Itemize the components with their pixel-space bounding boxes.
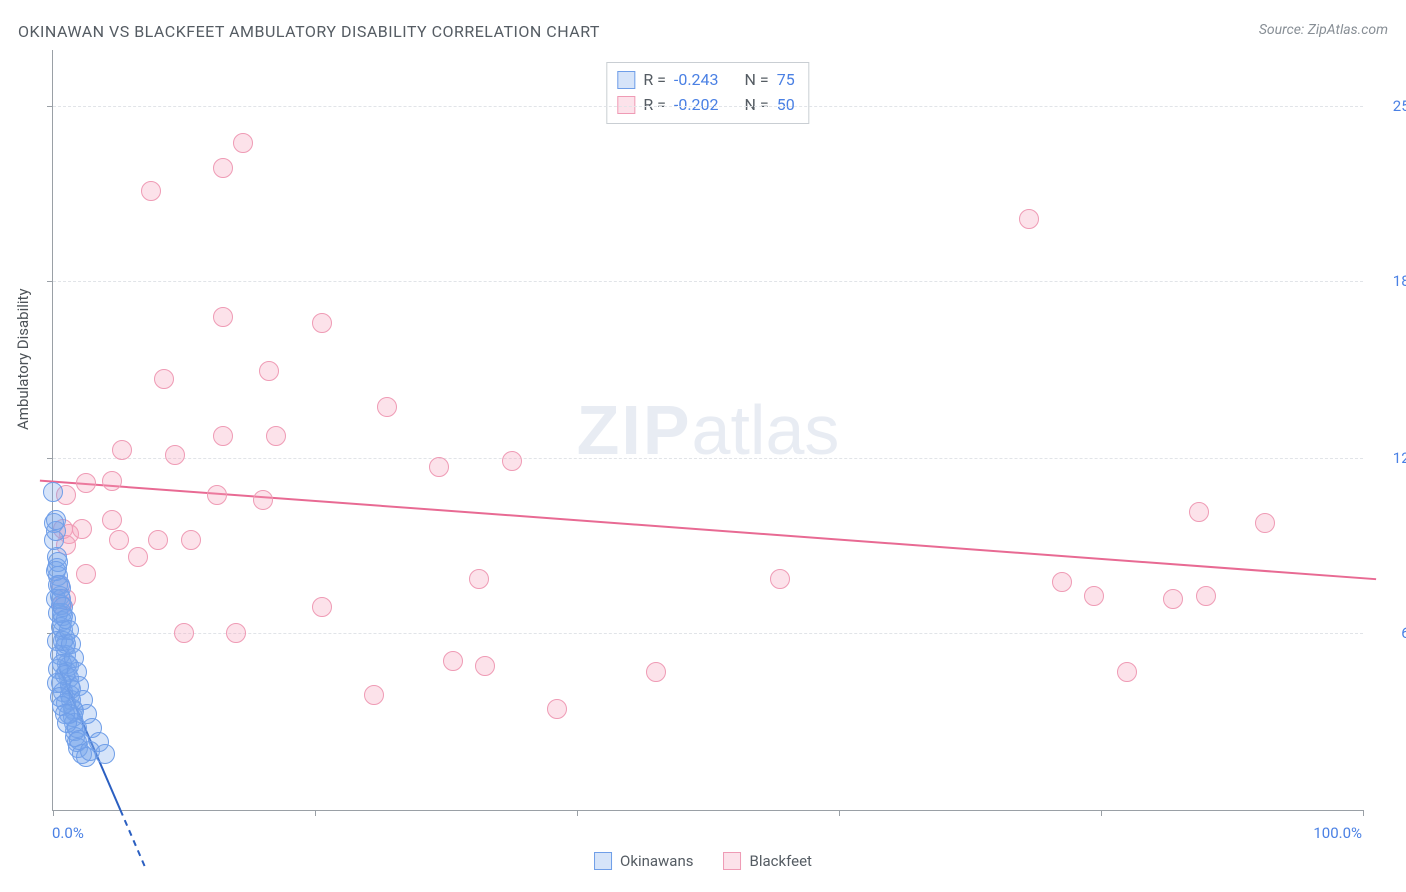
- source-attribution: Source: ZipAtlas.com: [1259, 22, 1388, 38]
- scatter-point: [1255, 513, 1275, 533]
- scatter-point: [76, 564, 96, 584]
- scatter-point: [429, 457, 449, 477]
- scatter-point: [207, 485, 227, 505]
- scatter-point: [1052, 572, 1072, 592]
- scatter-point: [502, 451, 522, 471]
- x-tick: [839, 810, 840, 816]
- scatter-point: [364, 685, 384, 705]
- x-axis-max-label: 100.0%: [1313, 824, 1362, 842]
- legend-item: Blackfeet: [724, 852, 812, 870]
- scatter-point: [72, 519, 92, 539]
- scatter-point: [469, 569, 489, 589]
- scatter-point: [43, 482, 63, 502]
- scatter-point: [109, 530, 129, 550]
- x-tick: [1101, 810, 1102, 816]
- y-tick: [47, 106, 53, 107]
- scatter-point: [377, 397, 397, 417]
- scatter-point: [213, 307, 233, 327]
- x-tick: [1363, 810, 1364, 816]
- scatter-point: [57, 713, 77, 733]
- trend-lines: [53, 50, 1363, 810]
- scatter-point: [1196, 586, 1216, 606]
- series-legend: Okinawans Blackfeet: [594, 852, 812, 870]
- y-axis-title: Ambulatory Disability: [14, 288, 32, 430]
- scatter-point: [128, 547, 148, 567]
- scatter-point: [95, 744, 115, 764]
- scatter-point: [76, 473, 96, 493]
- x-tick: [315, 810, 316, 816]
- x-axis-min-label: 0.0%: [52, 824, 84, 842]
- scatter-point: [213, 426, 233, 446]
- x-tick: [53, 810, 54, 816]
- scatter-point: [259, 361, 279, 381]
- scatter-point: [226, 623, 246, 643]
- scatter-point: [1084, 586, 1104, 606]
- scatter-point: [1117, 662, 1137, 682]
- scatter-point: [174, 623, 194, 643]
- scatter-point: [148, 530, 168, 550]
- scatter-point: [312, 313, 332, 333]
- y-tick: [47, 458, 53, 459]
- scatter-point: [165, 445, 185, 465]
- scatter-point: [102, 510, 122, 530]
- legend-swatch: [724, 852, 742, 870]
- y-tick-label: 12.5%: [1373, 449, 1406, 467]
- legend-label: Okinawans: [620, 852, 693, 870]
- scatter-point: [646, 662, 666, 682]
- scatter-point: [141, 181, 161, 201]
- scatter-point: [253, 490, 273, 510]
- scatter-point: [443, 651, 463, 671]
- chart-title: OKINAWAN VS BLACKFEET AMBULATORY DISABIL…: [18, 22, 600, 41]
- chart-plot-area: ZIPatlas R = -0.243N = 75R = -0.202N = 5…: [52, 50, 1363, 811]
- legend-label: Blackfeet: [750, 852, 812, 870]
- scatter-point: [475, 656, 495, 676]
- y-tick-label: 25.0%: [1373, 97, 1406, 115]
- scatter-point: [181, 530, 201, 550]
- x-tick: [577, 810, 578, 816]
- scatter-point: [1163, 589, 1183, 609]
- scatter-point: [233, 133, 253, 153]
- scatter-point: [1019, 209, 1039, 229]
- scatter-point: [547, 699, 567, 719]
- legend-item: Okinawans: [594, 852, 693, 870]
- y-tick-label: 6.3%: [1373, 624, 1406, 642]
- gridline: [53, 458, 1363, 459]
- y-tick-label: 18.8%: [1373, 272, 1406, 290]
- gridline: [53, 633, 1363, 634]
- scatter-point: [770, 569, 790, 589]
- scatter-point: [312, 597, 332, 617]
- gridline: [53, 106, 1363, 107]
- y-tick: [47, 281, 53, 282]
- legend-swatch: [594, 852, 612, 870]
- scatter-point: [154, 369, 174, 389]
- scatter-point: [266, 426, 286, 446]
- scatter-point: [112, 440, 132, 460]
- scatter-point: [102, 471, 122, 491]
- scatter-point: [1189, 502, 1209, 522]
- scatter-point: [46, 510, 66, 530]
- gridline: [53, 281, 1363, 282]
- scatter-point: [213, 158, 233, 178]
